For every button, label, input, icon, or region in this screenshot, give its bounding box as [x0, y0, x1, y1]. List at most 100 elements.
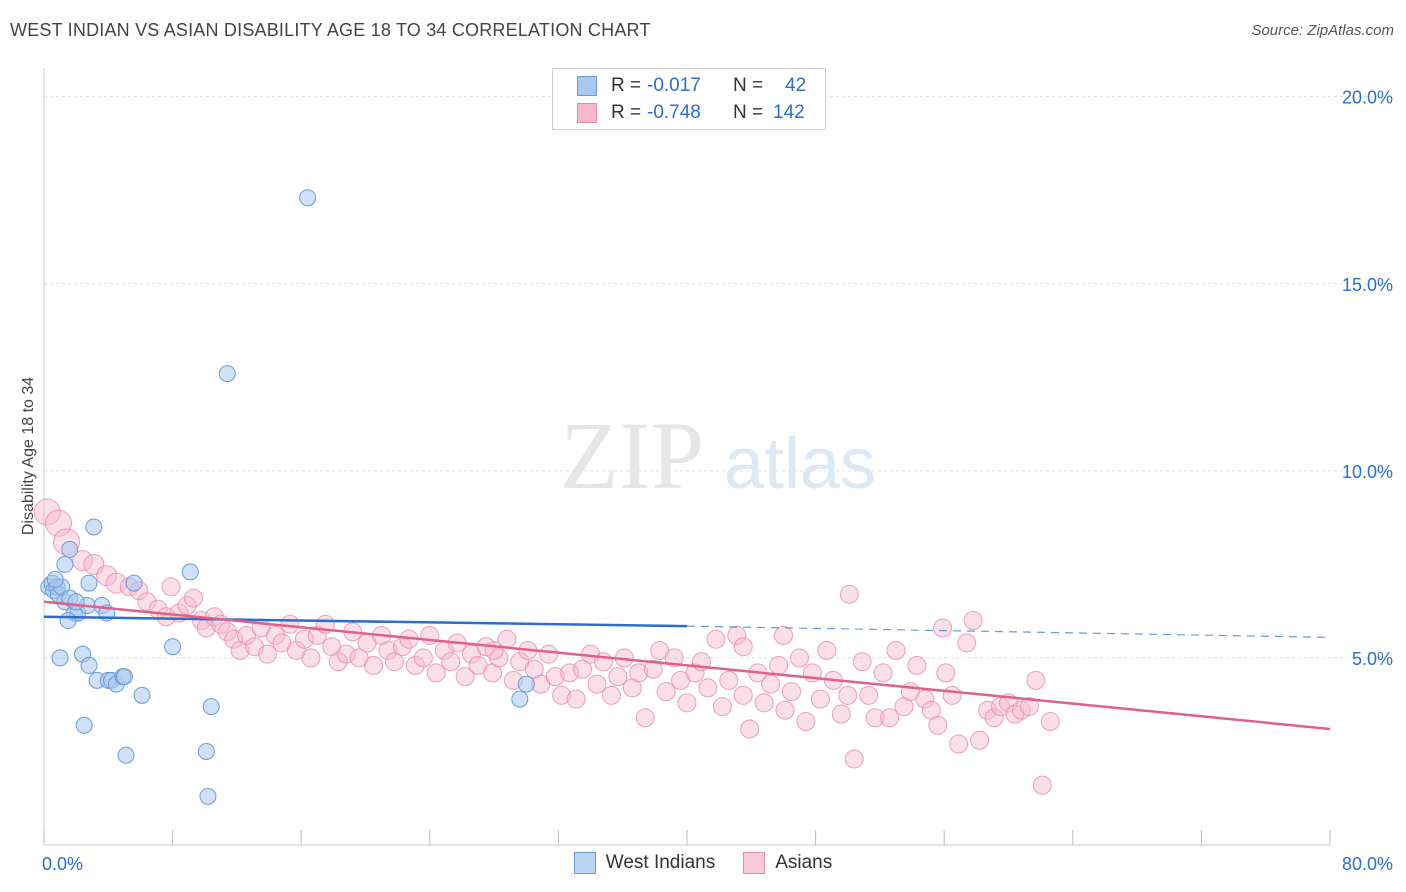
asian-point: [790, 648, 810, 668]
asian-point: [224, 629, 244, 649]
asian-point: [719, 670, 739, 690]
series-legend: West Indians Asians: [0, 852, 1406, 874]
asian-point: [455, 667, 475, 687]
asian-point: [161, 577, 181, 597]
asian-point: [963, 611, 983, 631]
asian-point: [560, 663, 580, 683]
asian-point: [601, 685, 621, 705]
asians-swatch: [577, 103, 597, 123]
asian-trend-line: [43, 600, 1331, 731]
west-indian-point: [199, 787, 217, 805]
asian-point: [978, 700, 998, 720]
asian-point: [217, 622, 237, 642]
asian-point: [773, 625, 793, 645]
watermark: ZIP atlas: [560, 402, 876, 509]
asians-legend-swatch: [743, 852, 766, 874]
asian-point: [907, 655, 927, 675]
asian-point: [426, 663, 446, 683]
asian-point: [629, 663, 649, 683]
asian-point: [378, 640, 398, 660]
asian-point: [712, 697, 732, 717]
asian-point: [635, 708, 655, 728]
asian-point: [775, 700, 795, 720]
asian-point: [552, 685, 572, 705]
asian-point: [957, 633, 977, 653]
west-indian-point: [67, 593, 85, 611]
west-indian-point: [117, 746, 135, 764]
asian-point: [677, 693, 697, 713]
west-indian-point: [299, 189, 317, 207]
asian-point: [859, 685, 879, 705]
asian-point: [880, 708, 900, 728]
asian-point: [413, 648, 433, 668]
asian-point: [936, 663, 956, 683]
west-indian-point: [125, 574, 143, 592]
asian-point: [336, 644, 356, 664]
r-value: -0.748: [647, 102, 701, 123]
west-indian-point: [181, 563, 199, 581]
west-indian-points: [40, 189, 535, 805]
asians-legend-label: Asians: [775, 852, 833, 873]
west-indian-point: [85, 518, 103, 536]
n-value: 42: [785, 75, 807, 96]
legend-item-asians: Asians: [743, 852, 832, 874]
legend-row-asians: R = -0.748 N = 142: [577, 102, 805, 124]
asian-point: [928, 715, 948, 735]
west-indian-point: [51, 649, 69, 667]
n-label: N =: [733, 102, 764, 123]
legend-row-west-indians: R = -0.017 N = 42: [577, 75, 806, 97]
west-indians-swatch: [577, 76, 597, 96]
asian-point: [733, 685, 753, 705]
asian-point: [810, 689, 830, 709]
asian-point: [656, 682, 676, 702]
west-indian-point: [133, 686, 151, 704]
chart-title: WEST INDIAN VS ASIAN DISABILITY AGE 18 T…: [10, 20, 651, 40]
west-indians-legend-swatch: [573, 852, 596, 874]
asian-point: [865, 708, 885, 728]
asian-points: [33, 498, 1060, 795]
asian-point: [664, 648, 684, 668]
west-indian-point: [75, 716, 93, 734]
asian-point: [706, 629, 726, 649]
x-tick-label: 0.0%: [42, 854, 83, 874]
asian-point: [573, 659, 593, 679]
watermark-atlas: atlas: [724, 424, 876, 504]
asian-point: [280, 614, 300, 634]
asian-point: [384, 652, 404, 672]
asian-point: [566, 689, 586, 709]
asian-point: [545, 667, 565, 687]
asian-point: [1040, 712, 1060, 732]
asian-point: [698, 678, 718, 698]
asian-point: [1026, 670, 1046, 690]
asian-point: [984, 708, 1004, 728]
asian-point: [761, 674, 781, 694]
west-indian-point: [61, 540, 79, 558]
asian-point: [796, 712, 816, 732]
y-tick-label: 15.0%: [1342, 275, 1393, 295]
west-indian-point: [202, 698, 220, 716]
tick-labels: 5.0% 10.0% 15.0% 20.0% 0.0% 80.0%: [42, 88, 1393, 874]
source-credit: Source: ZipAtlas.com: [1251, 22, 1394, 39]
asian-point: [608, 667, 628, 687]
asian-point: [301, 648, 321, 668]
asian-point: [754, 693, 774, 713]
asian-point: [942, 685, 962, 705]
asian-point: [838, 685, 858, 705]
west-indian-point: [517, 675, 535, 693]
asian-point: [886, 640, 906, 660]
west-indian-point: [59, 612, 77, 630]
west-indian-point: [218, 365, 236, 383]
asian-point: [183, 588, 203, 608]
legend-item-west-indians: West Indians: [573, 852, 715, 874]
asian-point: [587, 674, 607, 694]
asian-point: [949, 734, 969, 754]
asian-point: [484, 640, 504, 660]
asian-point: [685, 663, 705, 683]
asian-point: [817, 640, 837, 660]
west-indian-point: [115, 668, 133, 686]
asian-point: [257, 644, 277, 664]
west-indian-trend-line: [43, 615, 688, 628]
asian-point: [852, 652, 872, 672]
asian-point: [970, 730, 990, 750]
